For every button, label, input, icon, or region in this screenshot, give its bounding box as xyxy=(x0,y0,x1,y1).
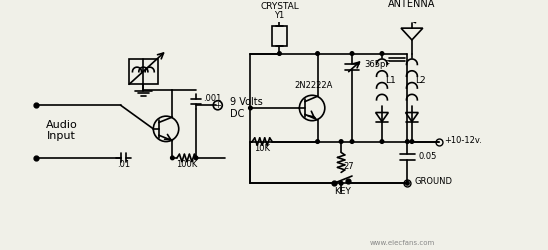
Text: .01: .01 xyxy=(117,160,130,169)
Text: 2N2222A: 2N2222A xyxy=(294,81,332,90)
Circle shape xyxy=(194,156,198,160)
Circle shape xyxy=(249,106,252,110)
Text: CRYSTAL: CRYSTAL xyxy=(260,2,299,11)
Text: 9 Volts
DC: 9 Volts DC xyxy=(231,97,263,119)
Text: +: + xyxy=(214,101,221,110)
Bar xyxy=(272,26,287,46)
Text: .001: .001 xyxy=(203,94,221,104)
Text: KEY: KEY xyxy=(334,187,351,196)
Circle shape xyxy=(410,140,414,143)
Circle shape xyxy=(406,182,409,185)
Bar xyxy=(129,59,158,84)
Circle shape xyxy=(316,52,319,55)
Circle shape xyxy=(339,140,343,143)
Circle shape xyxy=(380,140,384,143)
Text: 365pF: 365pF xyxy=(365,60,391,69)
Circle shape xyxy=(170,156,174,160)
Text: GROUND: GROUND xyxy=(415,177,453,186)
Text: L1: L1 xyxy=(385,76,396,85)
Circle shape xyxy=(339,182,343,185)
Text: 100K: 100K xyxy=(176,160,197,169)
Text: 0.05: 0.05 xyxy=(418,152,437,162)
Circle shape xyxy=(350,52,354,55)
Circle shape xyxy=(316,140,319,143)
Circle shape xyxy=(350,140,354,143)
Text: Audio
Input: Audio Input xyxy=(46,120,78,142)
Text: Y1: Y1 xyxy=(275,11,284,20)
Text: L2: L2 xyxy=(415,76,425,85)
Circle shape xyxy=(406,140,409,143)
Circle shape xyxy=(278,52,281,55)
Text: +10-12v.: +10-12v. xyxy=(444,136,482,145)
Text: 27: 27 xyxy=(343,162,353,170)
Text: www.elecfans.com: www.elecfans.com xyxy=(369,240,435,246)
Text: 10K: 10K xyxy=(254,144,270,153)
Circle shape xyxy=(380,52,384,55)
Text: ANTENNA: ANTENNA xyxy=(388,0,436,9)
